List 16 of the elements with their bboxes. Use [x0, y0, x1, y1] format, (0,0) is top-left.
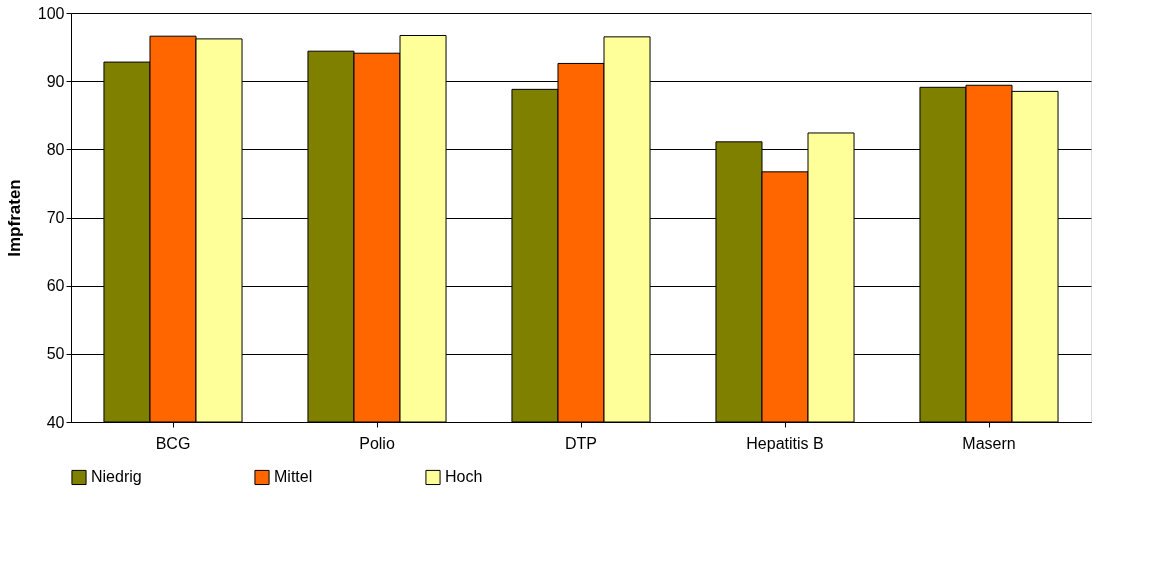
- x-tick-label: BCG: [155, 434, 191, 452]
- x-tick-label: Polio: [359, 434, 395, 452]
- y-tick-label: 40: [46, 413, 65, 431]
- x-tick-label: Masern: [962, 434, 1016, 452]
- x-tick-label: DTP: [565, 434, 597, 452]
- legend-label: Niedrig: [91, 468, 142, 486]
- x-tick-label: Hepatitis B: [746, 434, 824, 452]
- y-axis-title: Impfraten: [4, 179, 24, 257]
- y-tick-label: 100: [37, 4, 65, 22]
- y-tick-label: 80: [46, 140, 65, 158]
- y-tick-label: 70: [46, 209, 65, 226]
- y-tick-label: 90: [46, 72, 65, 90]
- legend-label: Mittel: [274, 468, 313, 486]
- legend-label: Hoch: [445, 468, 483, 486]
- y-tick-label: 50: [46, 345, 65, 363]
- y-tick-label: 60: [46, 277, 65, 295]
